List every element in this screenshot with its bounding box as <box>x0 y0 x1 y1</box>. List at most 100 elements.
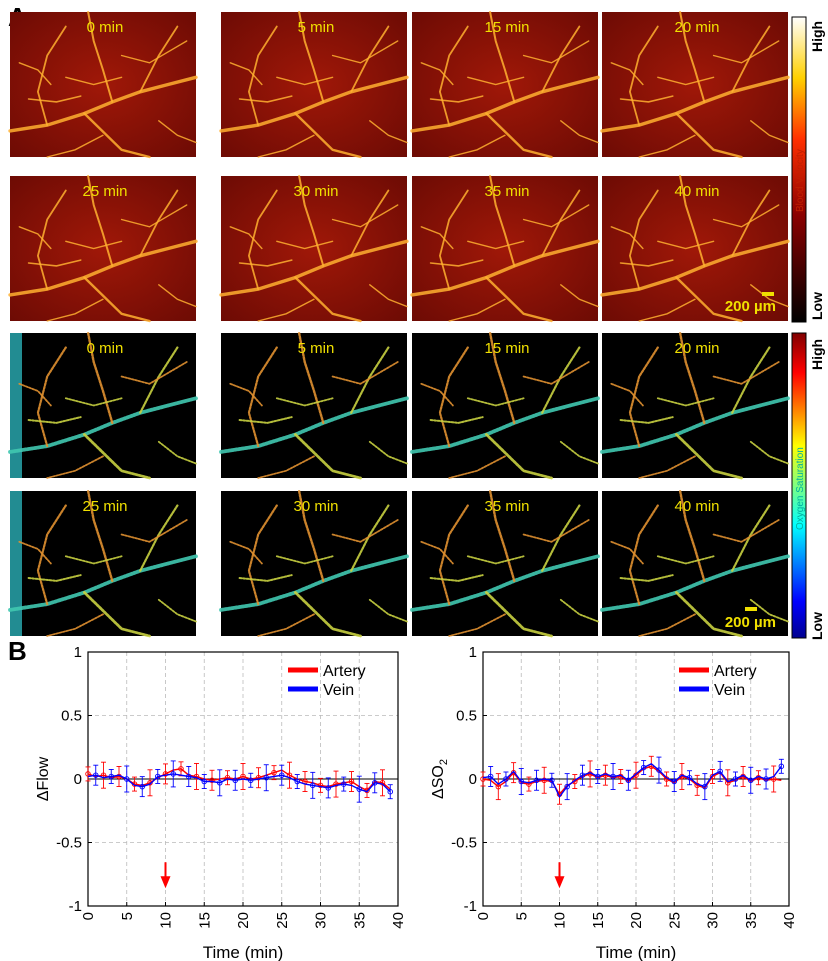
data-point <box>162 771 169 777</box>
data-point <box>201 778 207 785</box>
image-tile-oxygen-r0-c0: 0 min <box>8 331 198 480</box>
vessel <box>27 574 82 582</box>
image-tile-oxygen-r0-c1: 5 min <box>219 331 409 480</box>
vessel <box>369 284 408 308</box>
vessel <box>628 504 659 606</box>
scale-bar <box>762 292 774 296</box>
y-tick-label: 0 <box>74 771 82 788</box>
colorbar-velocity: High Low Blood Velocity <box>791 16 825 323</box>
vessel <box>522 40 590 64</box>
vessel <box>257 455 315 479</box>
data-point <box>209 777 215 784</box>
data-point <box>510 769 517 776</box>
vessel <box>628 189 659 290</box>
y-tick-label: 1 <box>74 644 82 661</box>
vessel <box>675 276 743 323</box>
vessel <box>522 204 590 228</box>
data-point <box>709 773 716 780</box>
vessel <box>657 76 715 86</box>
x-tick-label: 35 <box>351 912 368 929</box>
vessel <box>331 519 399 543</box>
y-axis-label: ΔFlow <box>35 756 52 801</box>
data-point <box>178 766 184 772</box>
vessel <box>294 112 362 159</box>
colorbar-velocity-low: Low <box>809 292 825 320</box>
vessel <box>675 433 743 480</box>
data-point <box>732 776 739 782</box>
vessel <box>489 175 516 267</box>
vessel <box>139 504 179 572</box>
data-point <box>271 769 277 776</box>
image-tile-oxygen-r1-c0: 25 min <box>8 489 198 638</box>
vessel <box>157 440 197 465</box>
data-point <box>595 773 601 780</box>
vessel <box>350 189 390 257</box>
vessel <box>27 259 82 267</box>
vessel <box>610 226 644 250</box>
x-tick-label: 40 <box>781 912 798 929</box>
data-point <box>625 777 632 784</box>
vessel <box>541 189 581 257</box>
vessel <box>485 276 553 323</box>
vessel <box>36 504 67 606</box>
vessel <box>86 489 114 583</box>
vessel <box>750 284 789 308</box>
vessel <box>438 504 469 606</box>
data-point <box>702 783 708 790</box>
y-tick-label: 0.5 <box>456 708 477 725</box>
data-point <box>686 774 693 781</box>
vessel <box>229 226 263 250</box>
vessel <box>157 598 197 623</box>
vessel <box>46 455 104 479</box>
vessel <box>257 613 315 637</box>
vessel <box>120 519 188 543</box>
vessel <box>369 120 408 144</box>
vessel <box>485 433 553 480</box>
vessel <box>158 120 197 144</box>
image-tile-oxygen-r0-c3: 20 min <box>600 331 790 480</box>
colorbar-oxygen-gradient <box>791 332 807 639</box>
data-point <box>480 776 486 782</box>
x-tick-label: 15 <box>590 912 607 929</box>
vessel <box>675 112 743 159</box>
image-tile-velocity-r1-c2: 35 min <box>410 175 600 323</box>
series-line <box>482 765 782 796</box>
vessel <box>619 574 674 582</box>
vessel <box>628 346 659 448</box>
data-point <box>108 773 114 780</box>
vessel <box>46 134 104 158</box>
vessel <box>628 25 659 126</box>
tile-time-label: 15 min <box>484 340 529 357</box>
image-tile-velocity-r1-c0: 25 min <box>8 175 198 323</box>
data-point <box>170 771 176 777</box>
tile-time-label: 30 min <box>293 183 338 200</box>
x-tick-label: 20 <box>235 912 252 929</box>
data-point <box>387 788 394 795</box>
arrow-head <box>160 876 171 889</box>
data-point <box>279 772 285 778</box>
vessel <box>678 489 706 583</box>
vessel <box>448 134 506 158</box>
tile-time-label: 0 min <box>87 19 124 36</box>
vessel <box>275 397 334 407</box>
vessel <box>560 284 599 308</box>
vessel <box>438 346 469 448</box>
vessel <box>731 189 771 257</box>
vessel <box>247 504 278 606</box>
vessel <box>420 540 454 565</box>
vessel <box>522 519 590 543</box>
data-point <box>294 778 301 785</box>
vessel <box>27 416 82 424</box>
tile-time-label: 5 min <box>298 19 335 36</box>
legend-label-artery: Artery <box>323 663 366 680</box>
series-vein <box>87 760 394 803</box>
vessel <box>638 134 696 158</box>
tile-time-label: 0 min <box>87 340 124 357</box>
x-tick-label: 0 <box>80 912 97 920</box>
vessel <box>297 331 325 425</box>
image-tile-oxygen-r1-c1: 30 min <box>219 489 409 638</box>
vessel <box>331 204 399 228</box>
vessel <box>638 613 696 637</box>
vessel <box>731 346 771 414</box>
